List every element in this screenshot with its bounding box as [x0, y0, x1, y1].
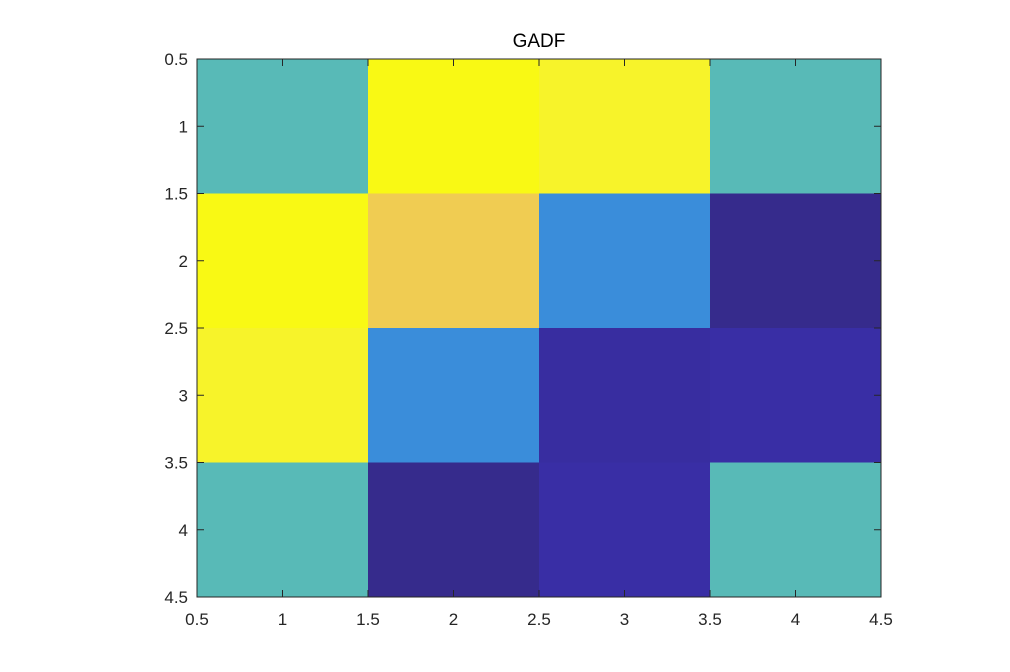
heatmap-cell-r2-c4 [710, 193, 881, 328]
heatmap-cells [197, 59, 881, 597]
x-tick-label: 1.5 [356, 610, 380, 629]
heatmap-cell-r2-c1 [197, 193, 368, 328]
x-tick-label: 2 [449, 610, 458, 629]
y-tick-label: 3.5 [164, 454, 188, 473]
y-tick-label: 4.5 [164, 588, 188, 607]
heatmap-cell-r4-c2 [368, 462, 539, 597]
heatmap-cell-r4-c4 [710, 462, 881, 597]
x-tick-label: 4 [791, 610, 800, 629]
y-tick-label: 1.5 [164, 185, 188, 204]
axis-ticks: 0.5 1 1.5 2 2.5 3 3.5 4 4.5 0.5 1 1.5 2 2.5 3 3.5 4 4.5 [164, 50, 892, 629]
heatmap-cell-r2-c3 [539, 193, 710, 328]
heatmap-cell-r4-c1 [197, 462, 368, 597]
heatmap-cell-r1-c2 [368, 59, 539, 194]
heatmap-cell-r3-c3 [539, 328, 710, 463]
x-tick-label: 3.5 [698, 610, 722, 629]
x-tick-label: 4.5 [869, 610, 893, 629]
heatmap-cell-r2-c2 [368, 193, 539, 328]
y-tick-label: 4 [179, 521, 188, 540]
chart-title: GADF [513, 31, 566, 52]
y-tick-label: 2 [179, 252, 188, 271]
y-tick-label: 0.5 [164, 50, 188, 69]
y-tick-label: 2.5 [164, 319, 188, 338]
heatmap-cell-r1-c3 [539, 59, 710, 194]
y-tick-label: 3 [179, 386, 188, 405]
x-tick-label: 2.5 [527, 610, 551, 629]
heatmap-cell-r3-c2 [368, 328, 539, 463]
x-tick-label: 3 [620, 610, 629, 629]
x-tick-label: 1 [278, 610, 287, 629]
heatmap-cell-r1-c1 [197, 59, 368, 194]
y-tick-label: 1 [179, 117, 188, 136]
heatmap-cell-r3-c4 [710, 328, 881, 463]
x-tick-label: 0.5 [185, 610, 209, 629]
heatmap-cell-r4-c3 [539, 462, 710, 597]
heatmap-cell-r1-c4 [710, 59, 881, 194]
heatmap-cell-r3-c1 [197, 328, 368, 463]
